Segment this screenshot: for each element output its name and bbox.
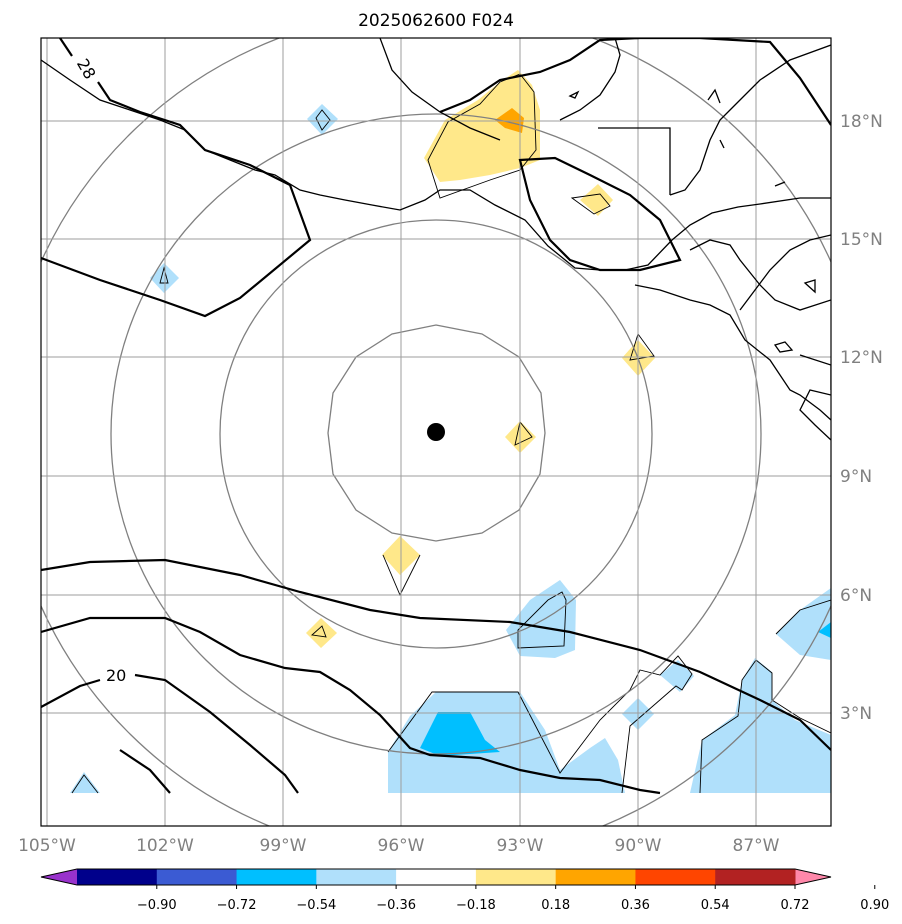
lon-label: 102°W	[136, 836, 194, 856]
lon-label: 90°W	[615, 836, 662, 856]
colorbar-tick-label: −0.90	[137, 898, 177, 913]
negative-anomaly-region	[307, 104, 338, 135]
shaded-fields	[70, 70, 831, 793]
latitude-labels: 18°N 15°N 12°N 9°N 6°N 3°N	[840, 112, 883, 724]
colorbar-segment	[715, 869, 796, 885]
positive-anomaly-region	[306, 618, 337, 648]
longitude-labels: 105°W 102°W 99°W 96°W 93°W 90°W 87°W	[18, 836, 780, 856]
isolines	[41, 38, 831, 795]
isoline-28	[439, 38, 831, 126]
colorbar-segment	[316, 869, 397, 885]
positive-anomaly-region	[580, 184, 613, 216]
graticule	[41, 38, 831, 826]
lon-label: 105°W	[18, 836, 76, 856]
lat-label: 18°N	[840, 112, 883, 132]
map-area: 28 20	[41, 38, 831, 826]
colorbar-segment	[555, 869, 636, 885]
colorbar-segment	[396, 869, 477, 885]
negative-anomaly-region	[506, 580, 576, 658]
isoline-20	[41, 678, 101, 708]
negative-anomaly-region	[690, 658, 831, 793]
lat-label: 3°N	[840, 704, 872, 724]
negative-anomaly-region	[70, 772, 100, 793]
lat-label: 6°N	[840, 586, 872, 606]
colorbar-tick-label: −0.72	[217, 898, 257, 913]
lat-label: 15°N	[840, 230, 883, 250]
isoline-28	[59, 38, 73, 57]
colorbar-segment	[236, 869, 317, 885]
colorbar-tick-label: 0.72	[781, 898, 810, 913]
map-frame	[40, 37, 832, 827]
colorbar-extend-min	[41, 869, 77, 885]
lat-label: 12°N	[840, 348, 883, 368]
colorbar-tick-label: −0.54	[296, 898, 336, 913]
negative-anomaly-core	[420, 712, 500, 756]
colorbar-outline	[40, 868, 832, 886]
map-title: 2025062600 F024	[358, 11, 514, 31]
colorbar-tick-label: 0.36	[621, 898, 650, 913]
colorbar-tick-label: 0.54	[701, 898, 730, 913]
distance-rings	[41, 38, 831, 826]
lon-label: 96°W	[378, 836, 425, 856]
colorbar-tick-label: −0.18	[456, 898, 496, 913]
lon-label: 87°W	[733, 836, 780, 856]
negative-anomaly-core	[818, 622, 831, 638]
colorbar-tick-label: 0.18	[541, 898, 570, 913]
lat-label: 9°N	[840, 467, 872, 487]
negative-anomaly-region	[776, 588, 831, 660]
isoline-28	[41, 81, 312, 318]
colorbar-segment	[77, 869, 158, 885]
storm-center-marker	[427, 423, 445, 441]
contour-label-20: 20	[106, 666, 126, 685]
colorbar-segment	[156, 869, 238, 885]
isoline-20	[41, 558, 831, 751]
isoline-20	[41, 616, 661, 795]
colorbar-tick-label: 0.90	[860, 898, 889, 913]
colorbar-segment	[635, 869, 716, 885]
colorbar: −0.90 −0.72 −0.54 −0.36 −0.18 0.18 0.36 0.54 0.7…	[40, 868, 889, 913]
colorbar-segment	[475, 869, 557, 885]
colorbar-tick-label: −0.36	[376, 898, 416, 913]
isoline-20	[134, 673, 299, 794]
lon-label: 93°W	[497, 836, 544, 856]
colorbar-extend-max	[795, 869, 831, 885]
lon-label: 99°W	[260, 836, 307, 856]
positive-anomaly-region	[424, 70, 540, 182]
